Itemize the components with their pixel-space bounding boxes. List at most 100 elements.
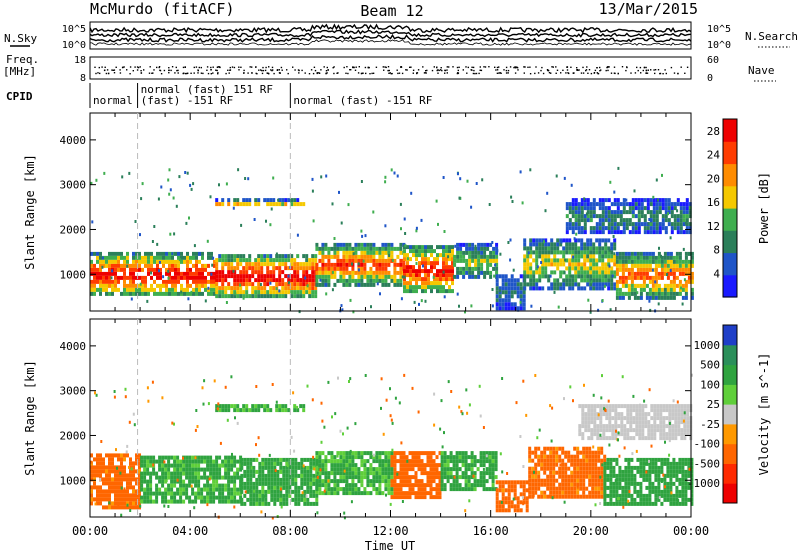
range-time-cell [615,295,619,300]
range-time-cell [132,473,135,478]
range-time-cell [324,463,328,468]
range-time-cell [336,246,340,251]
range-time-cell [90,469,93,474]
range-time-cell [540,462,544,467]
range-time-cell [300,485,304,490]
range-time-cell [111,263,114,268]
range-time-cell [682,210,686,215]
range-time-cell [595,246,599,251]
range-time-cell [615,493,619,498]
range-time-cell [403,257,406,262]
range-time-cell [138,251,141,256]
range-time-cell [99,255,102,260]
range-time-cell [543,494,547,499]
range-time-cell [574,246,578,251]
range-time-cell [586,266,590,271]
range-time-cell [192,275,195,280]
range-time-cell [538,278,542,283]
range-time-cell [273,477,277,482]
range-time-cell [180,291,183,296]
range-time-cell [114,497,117,502]
range-time-cell [672,461,676,466]
freq-tick-top: 18 [74,55,86,66]
range-time-cell [215,202,219,207]
range-time-cell [667,198,671,203]
range-time-cell [126,477,129,482]
range-time-cell [204,279,207,284]
range-time-cell [619,222,623,227]
scatter-cell [331,270,334,274]
range-time-cell [669,477,673,482]
range-time-cell [495,266,499,271]
range-time-cell [296,202,300,207]
range-time-cell [613,254,617,259]
range-time-cell [99,267,102,272]
range-time-cell [583,262,587,267]
range-time-cell [652,230,656,235]
range-time-cell [552,446,556,451]
range-time-cell [603,473,607,478]
range-time-cell [318,270,322,275]
range-time-cell [288,457,292,462]
range-time-cell [594,466,598,471]
range-time-cell [357,487,361,492]
range-time-cell [562,254,566,259]
range-time-cell [378,479,382,484]
range-time-cell [528,470,532,475]
range-time-cell [624,255,628,260]
range-time-cell [654,457,658,462]
freq-sample [122,66,124,69]
range-time-cell [296,262,300,267]
range-time-cell [233,266,237,271]
range-time-cell [663,259,667,264]
range-time-cell [574,258,578,263]
range-time-cell [227,495,231,500]
freq-sample [570,66,572,68]
freq-sample [177,72,179,74]
freq-sample [588,69,591,71]
range-time-cell [535,278,539,283]
range-time-cell [327,278,331,283]
range-time-cell [657,263,661,268]
range-time-cell [290,278,294,283]
range-time-cell [669,493,673,498]
range-time-cell [583,286,587,291]
range-time-cell [528,474,532,479]
range-time-cell [601,258,605,263]
range-time-cell [236,286,240,291]
range-time-cell [435,455,439,460]
range-time-cell [558,486,562,491]
range-time-cell [233,479,237,484]
range-time-cell [285,501,289,506]
range-time-cell [601,246,605,251]
range-time-cell [552,450,556,455]
range-time-cell [276,461,280,466]
range-time-cell [604,242,608,247]
range-time-cell [327,250,331,255]
range-time-cell [96,485,99,490]
range-time-cell [369,250,373,255]
range-time-cell [559,286,563,291]
range-time-cell [651,279,655,284]
range-time-cell [426,471,430,476]
range-time-cell [164,455,168,460]
range-time-cell [372,278,376,283]
range-time-cell [114,263,117,268]
freq-sample [498,66,500,68]
range-time-cell [621,279,625,284]
range-time-cell [571,262,575,267]
range-time-cell [613,202,617,207]
range-time-cell [164,491,168,496]
range-time-cell [230,479,234,484]
range-time-cell [348,451,352,456]
range-time-cell [381,467,385,472]
range-time-cell [357,274,361,279]
range-time-cell [690,275,694,280]
range-time-cell [236,258,240,263]
range-time-cell [312,493,316,498]
range-time-cell [549,482,553,487]
freq-sample [593,72,595,74]
range-time-cell [430,269,433,274]
range-time-cell [230,491,234,496]
range-time-cell [369,467,373,472]
